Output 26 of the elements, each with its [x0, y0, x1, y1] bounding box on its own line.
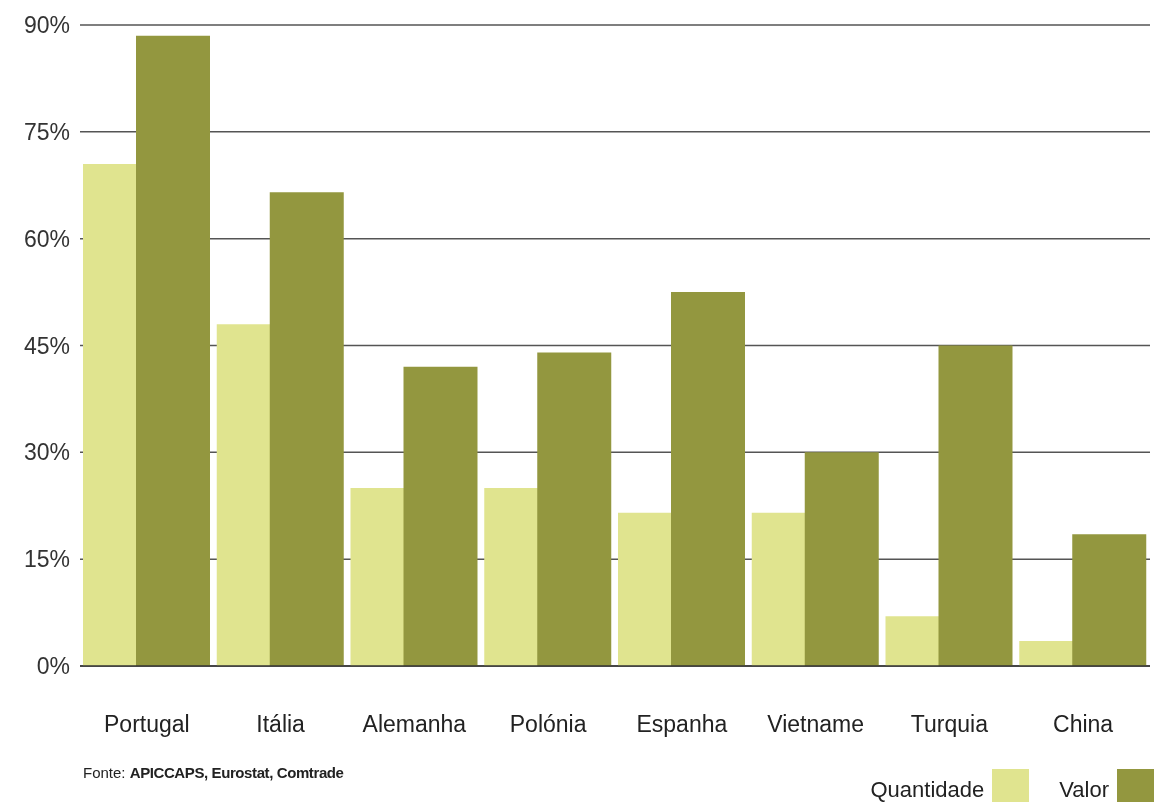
y-tick-label: 30%: [23, 439, 70, 466]
x-tick-label: Portugal: [104, 711, 190, 738]
y-tick-label: 75%: [23, 119, 70, 145]
x-tick-label: Alemanha: [362, 711, 467, 738]
bar: [269, 192, 344, 666]
x-tick-label: Polónia: [509, 711, 587, 738]
bar: [1072, 534, 1147, 666]
bar: [403, 366, 478, 666]
y-tick-label: 90%: [23, 12, 70, 39]
bar: [804, 452, 879, 666]
bar: [938, 345, 1013, 666]
y-tick-label: 45%: [23, 332, 70, 359]
bar: [671, 292, 745, 666]
bar: [136, 35, 210, 666]
source-note: Fonte: APICCAPS, Eurostat, Comtrade: [83, 764, 344, 781]
x-tick-label: China: [1053, 711, 1114, 738]
legend-label: Valor: [1059, 777, 1109, 802]
x-tick-label: Itália: [256, 711, 306, 738]
x-tick-label: Espanha: [636, 711, 728, 738]
legend-label: Quantidade: [870, 777, 985, 802]
y-tick-label: 0%: [36, 653, 70, 680]
x-tick-label: Turquia: [910, 711, 989, 738]
bar: [537, 352, 612, 666]
y-tick-label: 15%: [23, 546, 70, 573]
y-tick-label: 60%: [23, 225, 70, 252]
x-tick-label: Vietname: [767, 711, 865, 738]
